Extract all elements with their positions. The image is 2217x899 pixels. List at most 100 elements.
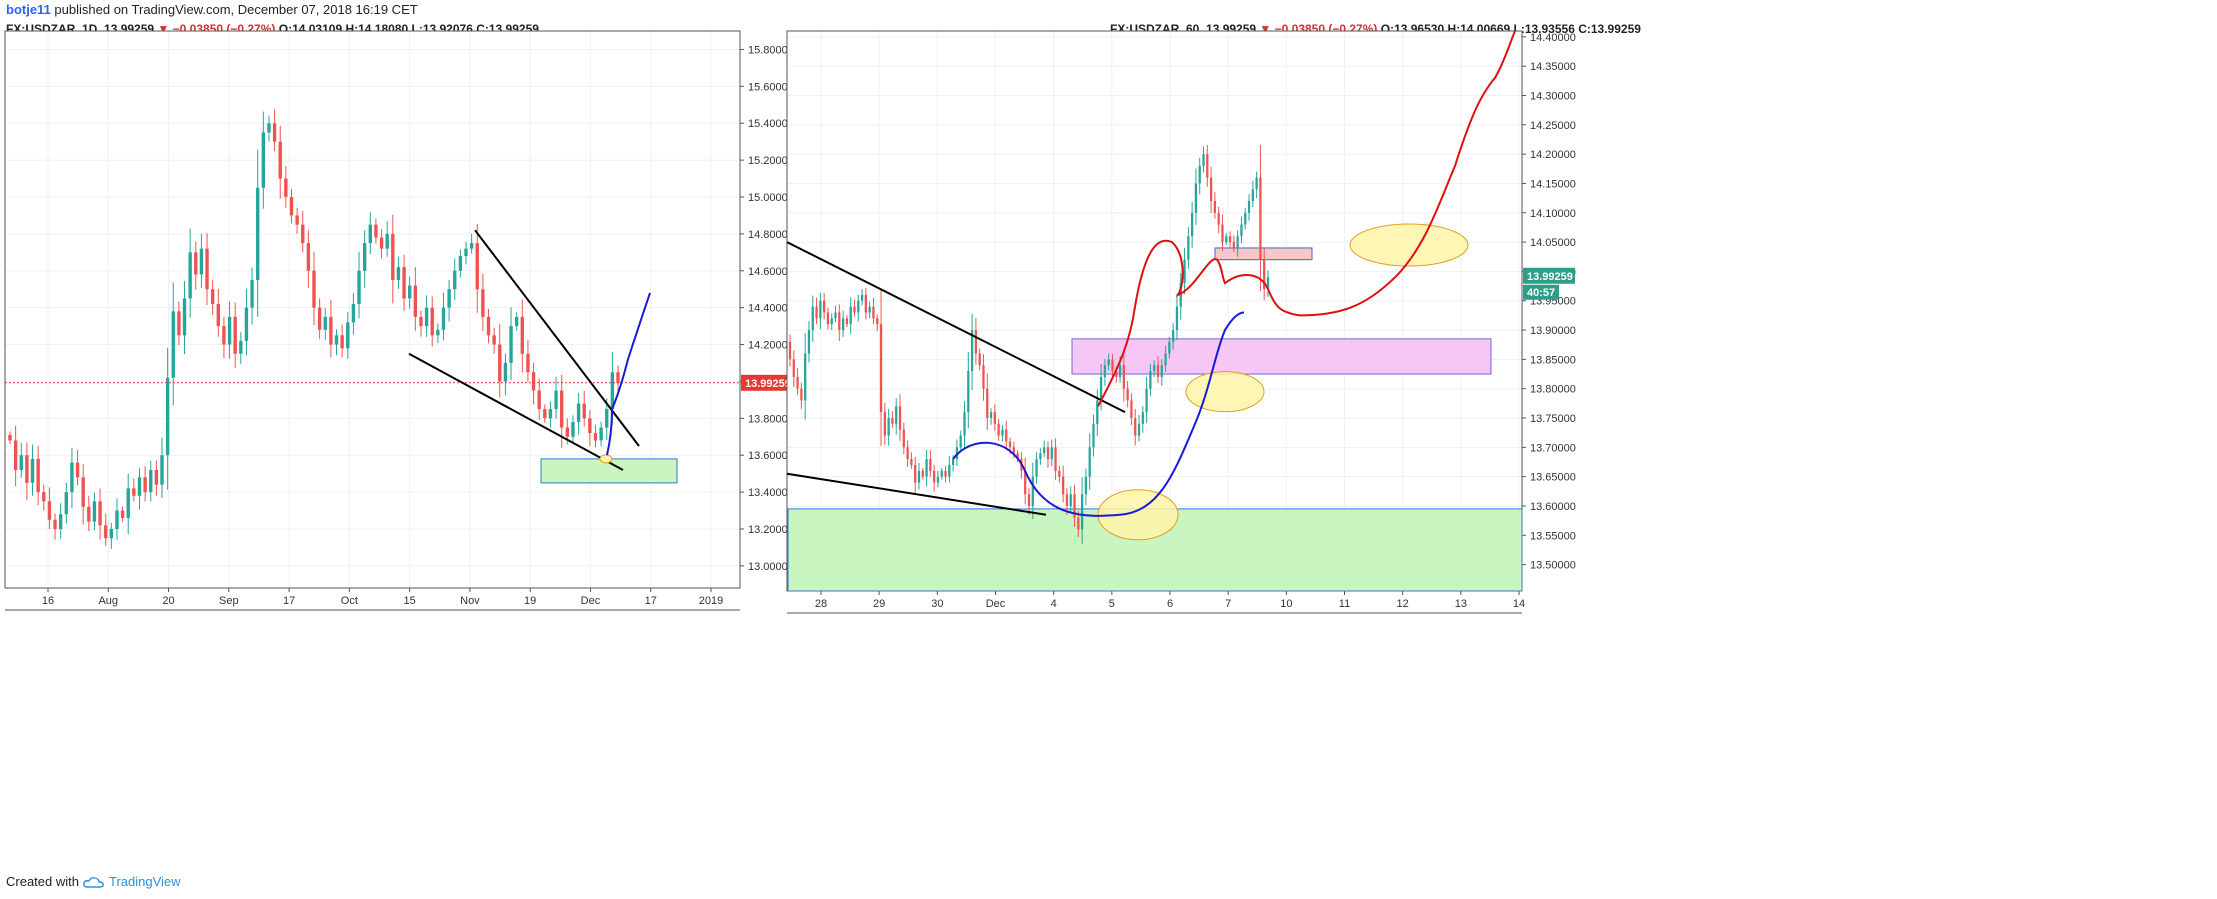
x-tick-label: Aug xyxy=(98,595,118,607)
candle-body xyxy=(391,233,395,280)
candle-body xyxy=(1228,236,1232,243)
candle-body xyxy=(436,329,440,336)
candle-body xyxy=(1141,412,1144,424)
candle-body xyxy=(1202,154,1205,166)
candle-body xyxy=(317,307,322,330)
candle-body xyxy=(210,289,215,304)
candle-body xyxy=(278,141,282,179)
candle-body xyxy=(120,510,125,518)
candle-body xyxy=(267,123,271,133)
candle-body xyxy=(576,403,581,423)
y-tick-label: 14.05000 xyxy=(1530,237,1576,249)
candle-body xyxy=(70,462,74,493)
y-tick-label: 13.60000 xyxy=(748,450,794,462)
candle-body xyxy=(610,372,615,410)
candle-body xyxy=(47,501,52,520)
x-tick-label: 15 xyxy=(404,595,416,607)
tradingview-cloud-icon xyxy=(83,877,104,888)
footer-created: Created with xyxy=(6,874,79,889)
x-tick-label: Oct xyxy=(341,595,358,607)
candle-body xyxy=(469,243,474,249)
candle-body xyxy=(182,298,187,336)
candle-body xyxy=(104,525,108,539)
candle-body xyxy=(1194,183,1198,213)
publish-info: published on TradingView.com, December 0… xyxy=(54,2,418,17)
y-tick-label: 13.00000 xyxy=(748,561,794,573)
candle-body xyxy=(1160,365,1163,377)
candle-body xyxy=(256,187,260,280)
candle-body xyxy=(385,233,389,249)
candle-body xyxy=(1244,212,1247,225)
candle-body xyxy=(149,469,153,493)
candle-body xyxy=(402,267,406,299)
candle-body xyxy=(1145,388,1148,413)
left-daily-chart[interactable]: 15.80000 15.60000 15.40000 15.20000 15.00000… xyxy=(0,0,1110,870)
candle-body xyxy=(1263,259,1266,290)
candle-body xyxy=(1259,177,1262,260)
candle-body xyxy=(1149,371,1152,389)
y-tick-label: 13.85000 xyxy=(1530,354,1576,366)
candle-body xyxy=(1266,277,1270,290)
candle-body xyxy=(1130,400,1133,419)
candle-body xyxy=(368,224,372,244)
ellipse-mid xyxy=(1185,371,1265,413)
candle-body xyxy=(233,316,237,354)
candle-body xyxy=(227,316,232,345)
candle-body xyxy=(109,528,114,539)
y-tick-label: 13.20000 xyxy=(748,524,794,536)
candle-body xyxy=(1164,353,1167,366)
candle-body xyxy=(458,256,463,271)
candle-body xyxy=(199,248,204,275)
candle-body xyxy=(1179,283,1182,307)
candle-body xyxy=(413,285,418,317)
candle-body xyxy=(486,316,491,336)
candle-body xyxy=(616,372,620,384)
x-tick-label: 6 xyxy=(1167,598,1173,610)
candle-body xyxy=(424,307,429,327)
candle-body xyxy=(30,458,35,483)
candle-body xyxy=(323,316,327,330)
x-tick-label: Nov xyxy=(460,595,480,607)
candle-body xyxy=(295,215,299,225)
x-tick-label: 17 xyxy=(283,595,295,607)
footer-brand[interactable]: TradingView xyxy=(108,874,181,889)
candle-body xyxy=(419,316,423,327)
candle-body xyxy=(194,252,198,275)
candle-body xyxy=(154,469,159,485)
candle-body xyxy=(42,492,46,502)
ellipse-low xyxy=(1097,489,1179,541)
candle-body xyxy=(1255,177,1258,190)
candle-body xyxy=(357,270,361,304)
resistance-zone xyxy=(1214,247,1313,261)
candle-body xyxy=(1122,365,1125,389)
pivot-ellipse xyxy=(599,454,613,464)
candle-body xyxy=(599,427,603,441)
candle-body xyxy=(503,362,508,382)
candle-body xyxy=(520,316,524,354)
y-tick-label: 14.00000 xyxy=(1530,266,1576,278)
candle-body xyxy=(306,243,311,271)
y-tick-label: 14.25000 xyxy=(1530,120,1576,132)
candle-body xyxy=(53,519,57,529)
candle-body xyxy=(475,243,479,290)
y-tick-label: 14.40000 xyxy=(748,303,794,315)
candle-body xyxy=(272,123,277,142)
author-name[interactable]: botje11 xyxy=(6,2,51,17)
y-tick-label: 14.35000 xyxy=(1530,61,1576,73)
candle-body xyxy=(92,501,97,522)
candle-body xyxy=(1168,341,1171,354)
candle-body xyxy=(1251,189,1254,202)
candle-body xyxy=(334,335,339,345)
y-tick-label: 15.40000 xyxy=(748,118,794,130)
candle-body xyxy=(25,455,29,483)
candle-body xyxy=(1183,259,1186,284)
candle-body xyxy=(1232,242,1235,248)
x-tick-label: 2019 xyxy=(699,595,723,607)
red-projection-path xyxy=(1097,30,1516,407)
y-tick-label: 13.80000 xyxy=(1530,384,1576,396)
last-price-tag-label: 13.99259 xyxy=(745,378,791,390)
candle-body xyxy=(329,316,333,345)
y-tick-label: 14.20000 xyxy=(1530,149,1576,161)
plot-frame xyxy=(4,30,741,589)
candle-body xyxy=(526,353,530,373)
